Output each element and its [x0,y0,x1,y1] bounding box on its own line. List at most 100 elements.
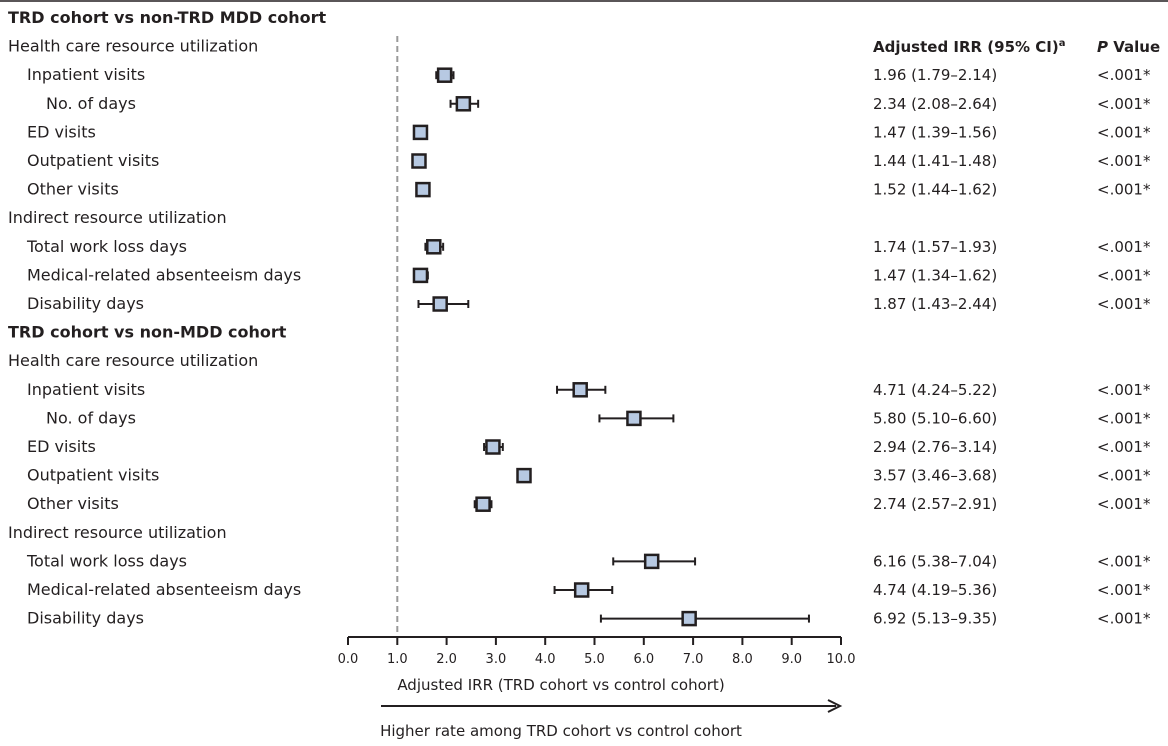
forest-row: ED visits 1.47 (1.39–1.56) <.001* [27,122,1151,141]
row-label: Disability days [27,294,144,313]
p-value: <.001* [1097,238,1151,256]
forest-row: Other visits 1.52 (1.44–1.62) <.001* [27,180,1151,199]
irr-ci-value: 1.87 (1.43–2.44) [873,295,997,313]
row-label: Inpatient visits [27,380,145,399]
forest-row: Medical-related absenteeism days 4.74 (4.… [27,580,1151,599]
p-value: <.001* [1097,610,1151,628]
point-estimate-marker [572,382,588,398]
point-estimate-marker [412,267,429,284]
irr-ci-value: 1.96 (1.79–2.14) [873,66,997,84]
forest-row: Inpatient visits 4.71 (4.24–5.22) <.001* [27,380,1151,399]
p-value: <.001* [1097,467,1151,485]
point-estimate-marker [485,439,501,455]
forest-row: No. of days 5.80 (5.10–6.60) <.001* [46,408,1151,427]
row-label: Inpatient visits [27,65,145,84]
x-tick-label: 5.0 [584,652,605,667]
x-tick-label: 1.0 [387,652,408,667]
irr-ci-value: 2.74 (2.57–2.91) [873,495,997,513]
point-estimate-marker [426,239,442,255]
row-label: ED visits [27,122,96,141]
x-tick-label: 0.0 [338,652,359,667]
forest-row: Disability days 6.92 (5.13–9.35) <.001* [27,609,1151,628]
row-label: Disability days [27,609,144,628]
point-estimate-marker [681,610,697,627]
row-label: Outpatient visits [27,466,159,485]
p-value: <.001* [1097,123,1151,141]
direction-label: Higher rate among TRD cohort vs control … [380,722,742,740]
forest-row: Outpatient visits 1.44 (1.41–1.48) <.001* [27,151,1151,170]
forest-row: Total work loss days 6.16 (5.38–7.04) <.00… [26,551,1151,570]
forest-row: No. of days 2.34 (2.08–2.64) <.001* [46,94,1151,113]
row-label: Medical-related absenteeism days [27,580,301,599]
row-label: No. of days [46,408,136,427]
direction-arrow-head [827,699,843,713]
p-value: <.001* [1097,181,1151,199]
x-tick-label: 2.0 [436,652,457,667]
irr-column-header: Adjusted IRR (95% CI)a [873,38,1065,56]
group-label: Health care resource utilization [8,351,258,370]
irr-ci-value: 2.34 (2.08–2.64) [873,95,997,113]
row-label: Total work loss days [26,237,187,256]
p-value: <.001* [1097,266,1151,284]
forest-row: Medical-related absenteeism days 1.47 (1.… [27,265,1151,284]
irr-ci-value: 1.47 (1.39–1.56) [873,123,997,141]
row-label: Other visits [27,494,119,513]
point-estimate-marker [475,496,491,512]
row-label: Total work loss days [26,551,187,570]
group-label: Health care resource utilization [8,37,258,56]
point-estimate-marker [411,153,427,169]
p-value: <.001* [1097,381,1151,399]
irr-ci-value: 1.44 (1.41–1.48) [873,152,997,170]
forest-row: Outpatient visits 3.57 (3.46–3.68) <.001* [27,466,1151,485]
irr-ci-value: 6.16 (5.38–7.04) [873,552,997,570]
p-value: <.001* [1097,438,1151,456]
irr-ci-value: 1.52 (1.44–1.62) [873,181,997,199]
point-estimate-marker [626,410,642,427]
forest-row: ED visits 2.94 (2.76–3.14) <.001* [27,437,1151,456]
x-tick-label: 4.0 [535,652,556,667]
rows-layer: TRD cohort vs non-TRD MDD cohort Health c… [8,8,1151,628]
p-value: <.001* [1097,152,1151,170]
p-value-column-header: P Value [1097,38,1160,56]
x-tick-label: 3.0 [486,652,507,667]
point-estimate-marker [455,96,472,112]
point-estimate-marker [436,67,453,83]
point-estimate-marker [412,124,429,141]
irr-ci-value: 4.74 (4.19–5.36) [873,581,997,599]
p-value: <.001* [1097,495,1151,513]
section-label: TRD cohort vs non-TRD MDD cohort [8,8,327,27]
x-tick-label: 6.0 [633,652,654,667]
forest-row: Inpatient visits 1.96 (1.79–2.14) <.001* [27,65,1151,84]
point-estimate-marker [516,467,532,484]
forest-row: Other visits 2.74 (2.57–2.91) <.001* [27,494,1151,513]
row-label: Other visits [27,180,119,199]
x-axis-title: Adjusted IRR (TRD cohort vs control coho… [397,676,724,694]
point-estimate-marker [643,553,660,570]
irr-ci-value: 1.74 (1.57–1.93) [873,238,997,256]
row-label: Medical-related absenteeism days [27,265,301,284]
point-estimate-marker [432,296,448,312]
p-value: <.001* [1097,95,1151,113]
irr-ci-value: 1.47 (1.34–1.62) [873,266,997,284]
point-estimate-marker [573,582,590,598]
group-label: Indirect resource utilization [8,523,227,542]
irr-ci-value: 3.57 (3.46–3.68) [873,467,997,485]
x-tick-label: 10.0 [827,652,856,667]
irr-ci-value: 2.94 (2.76–3.14) [873,438,997,456]
x-axis: 0.0 1.0 2.0 3.0 4.0 5.0 6.0 7.0 8.0 9.0 10.0 [338,636,856,667]
group-label: Indirect resource utilization [8,208,227,227]
forest-row: Disability days 1.87 (1.43–2.44) <.001* [27,294,1151,313]
p-value: <.001* [1097,409,1151,427]
section-label: TRD cohort vs non-MDD cohort [8,323,287,342]
irr-ci-value: 4.71 (4.24–5.22) [873,381,997,399]
irr-ci-value: 5.80 (5.10–6.60) [873,409,997,427]
x-tick-label: 8.0 [732,652,753,667]
p-value: <.001* [1097,581,1151,599]
row-label: Outpatient visits [27,151,159,170]
forest-row: Total work loss days 1.74 (1.57–1.93) <.00… [26,237,1151,256]
irr-ci-value: 6.92 (5.13–9.35) [873,610,997,628]
point-estimate-marker [415,181,431,198]
p-value: <.001* [1097,295,1151,313]
p-value: <.001* [1097,552,1151,570]
